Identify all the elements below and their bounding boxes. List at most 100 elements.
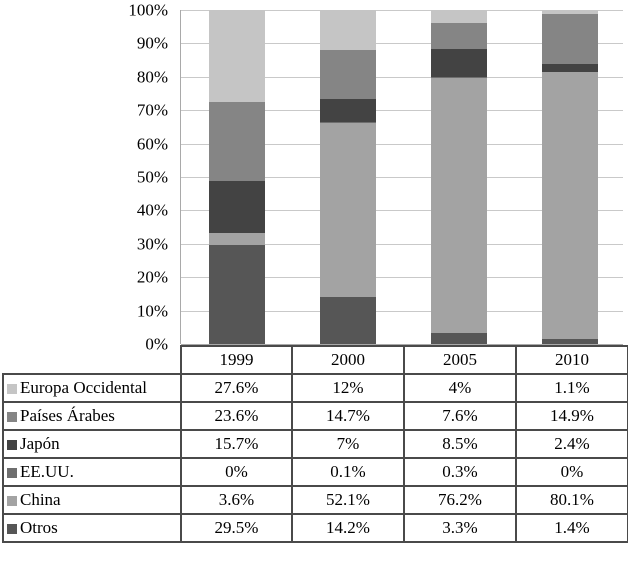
- bar-segment-otros: [541, 339, 598, 344]
- legend-swatch-japon: [7, 440, 17, 450]
- legend-swatch-europa-occidental: [7, 384, 17, 394]
- gridline: [181, 177, 623, 178]
- series-label-cell-otros: Otros: [2, 513, 182, 543]
- value-cell-europa-occidental-2010: 1.1%: [515, 373, 628, 403]
- table-row-china: China 3.6% 52.1% 76.2% 80.1%: [2, 485, 628, 515]
- series-name: China: [20, 490, 61, 509]
- y-axis-tick-label: 50%: [136, 167, 168, 187]
- bar-segment-paises-arabes: [208, 102, 265, 182]
- bar-segment-europa-occidental: [319, 10, 376, 51]
- axis-corner-blank: [3, 346, 181, 374]
- bar-2005: [430, 10, 487, 344]
- value-cell-otros-2000: 14.2%: [291, 513, 405, 543]
- value-cell-ee-uu-2010: 0%: [515, 457, 628, 487]
- series-name: Países Árabes: [20, 406, 115, 425]
- series-label-cell-japon: Japón: [2, 429, 182, 459]
- series-label-cell-china: China: [2, 485, 182, 515]
- value-cell-otros-2010: 1.4%: [515, 513, 628, 543]
- legend-swatch-paises-arabes: [7, 412, 17, 422]
- series-name: Otros: [20, 518, 58, 537]
- bar-segment-ee-uu: [430, 77, 487, 79]
- legend-swatch-otros: [7, 524, 17, 534]
- bar-segment-japon: [430, 48, 487, 78]
- bar-segment-otros: [430, 332, 487, 344]
- bar-segment-japon: [208, 181, 265, 234]
- gridline: [181, 344, 623, 345]
- table-row-otros: Otros 29.5% 14.2% 3.3% 1.4%: [2, 513, 628, 543]
- bar-segment-europa-occidental: [541, 10, 598, 14]
- bar-segment-europa-occidental: [208, 10, 265, 103]
- series-name: EE.UU.: [20, 462, 74, 481]
- value-cell-japon-2010: 2.4%: [515, 429, 628, 459]
- value-cell-paises-arabes-2010: 14.9%: [515, 401, 628, 431]
- value-cell-ee-uu-2005: 0.3%: [403, 457, 517, 487]
- y-axis-tick-label: 80%: [136, 67, 168, 87]
- series-label-cell-ee-uu: EE.UU.: [2, 457, 182, 487]
- bar-2000: [319, 10, 376, 344]
- y-axis-tick-label: 30%: [136, 234, 168, 254]
- value-cell-china-2010: 80.1%: [515, 485, 628, 515]
- table-row-japon: Japón 15.7% 7% 8.5% 2.4%: [2, 429, 628, 459]
- series-label-cell-paises-arabes: Países Árabes: [2, 401, 182, 431]
- y-axis-tick-label: 60%: [136, 134, 168, 154]
- value-cell-paises-arabes-2000: 14.7%: [291, 401, 405, 431]
- gridline: [181, 110, 623, 112]
- value-cell-japon-2000: 7%: [291, 429, 405, 459]
- table-row-ee-uu: EE.UU. 0% 0.1% 0.3% 0%: [2, 457, 628, 487]
- gridline: [181, 243, 623, 245]
- bar-segment-otros: [208, 245, 265, 344]
- gridline: [181, 143, 623, 145]
- bar-segment-europa-occidental: [430, 10, 487, 24]
- series-name: Japón: [20, 434, 60, 453]
- gridline: [181, 43, 623, 45]
- column-header-2000: 2000: [291, 345, 405, 375]
- bar-segment-china: [208, 233, 265, 246]
- data-table: 1999 2000 2005 2010 Europa Occidental 27.6% 12…: [2, 345, 628, 543]
- legend-swatch-ee-uu: [7, 468, 17, 478]
- value-cell-europa-occidental-1999: 27.6%: [180, 373, 293, 403]
- value-cell-japon-1999: 15.7%: [180, 429, 293, 459]
- value-cell-china-1999: 3.6%: [180, 485, 293, 515]
- bar-1999: [208, 10, 265, 344]
- bar-segment-china: [541, 71, 598, 340]
- gridline: [181, 277, 623, 279]
- value-cell-ee-uu-2000: 0.1%: [291, 457, 405, 487]
- value-cell-europa-occidental-2005: 4%: [403, 373, 517, 403]
- stacked-bar-chart: 100% 90% 80% 70% 60% 50% 40% 30% 20% 10% 0%: [128, 0, 623, 353]
- gridline: [181, 210, 623, 212]
- value-cell-china-2000: 52.1%: [291, 485, 405, 515]
- value-cell-ee-uu-1999: 0%: [180, 457, 293, 487]
- column-header-2010: 2010: [515, 345, 628, 375]
- table-row-europa-occidental: Europa Occidental 27.6% 12% 4% 1.1%: [2, 373, 628, 403]
- bar-2010: [541, 10, 598, 344]
- series-label-cell-europa-occidental: Europa Occidental: [2, 373, 182, 403]
- bar-segment-china: [430, 78, 487, 333]
- y-axis-tick-label: 20%: [136, 267, 168, 287]
- value-cell-paises-arabes-2005: 7.6%: [403, 401, 517, 431]
- gridline: [181, 10, 623, 11]
- bar-segment-china: [319, 122, 376, 297]
- table-row-paises-arabes: Países Árabes 23.6% 14.7% 7.6% 14.9%: [2, 401, 628, 431]
- table-header-row: 1999 2000 2005 2010: [3, 345, 628, 375]
- bar-segment-paises-arabes: [430, 23, 487, 49]
- value-cell-paises-arabes-1999: 23.6%: [180, 401, 293, 431]
- value-cell-otros-1999: 29.5%: [180, 513, 293, 543]
- bar-segment-otros: [319, 296, 376, 344]
- column-header-1999: 1999: [180, 345, 293, 375]
- column-header-2005: 2005: [403, 345, 517, 375]
- value-cell-europa-occidental-2000: 12%: [291, 373, 405, 403]
- y-axis-tick-label: 100%: [128, 0, 168, 20]
- value-cell-china-2005: 76.2%: [403, 485, 517, 515]
- plot-area: [180, 10, 623, 345]
- bar-segment-paises-arabes: [319, 50, 376, 100]
- value-cell-japon-2005: 8.5%: [403, 429, 517, 459]
- y-axis-tick-label: 0%: [145, 334, 168, 354]
- bar-segment-japon: [319, 99, 376, 123]
- value-cell-otros-2005: 3.3%: [403, 513, 517, 543]
- legend-swatch-china: [7, 496, 17, 506]
- y-axis-tick-label: 40%: [136, 200, 168, 220]
- gridline: [181, 76, 623, 78]
- bar-segment-japon: [541, 63, 598, 72]
- y-axis-tick-label: 90%: [136, 33, 168, 53]
